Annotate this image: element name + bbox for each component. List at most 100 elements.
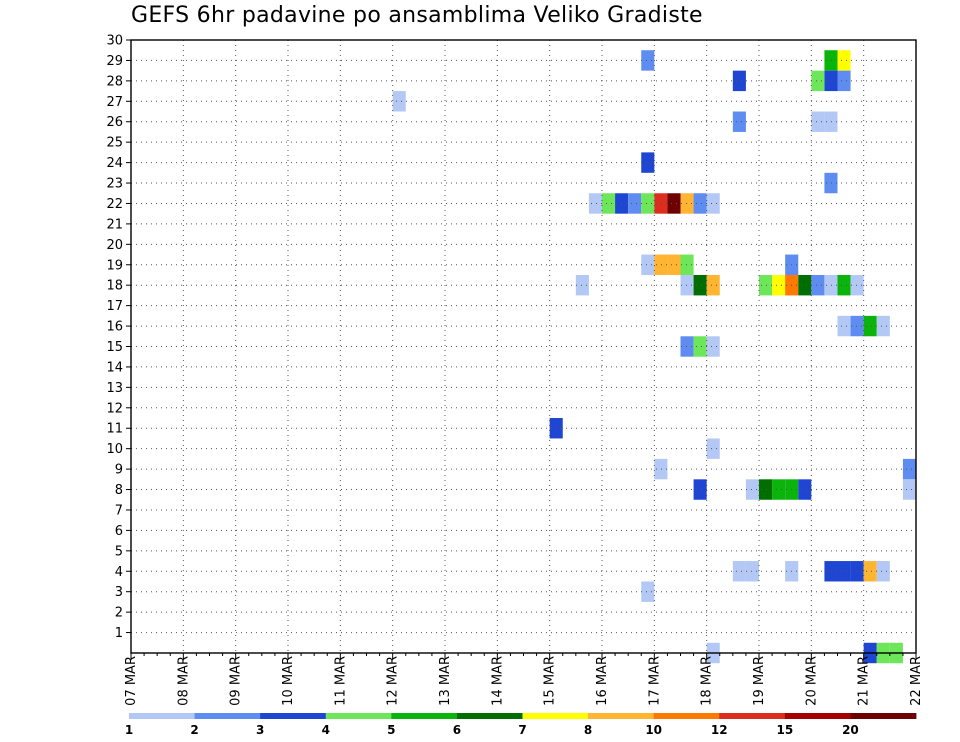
- heatmap-cell: [680, 336, 694, 357]
- heatmap-cell: [811, 274, 825, 296]
- y-tick-label: 9: [115, 463, 123, 478]
- legend-label: 6: [453, 723, 461, 737]
- legend-label: 2: [190, 723, 198, 737]
- heatmap-cell: [837, 315, 851, 337]
- heatmap-cell: [732, 561, 746, 582]
- y-tick-label: 26: [106, 115, 123, 130]
- heatmap-cell: [850, 561, 864, 582]
- heatmap-cell: [602, 193, 616, 214]
- heatmap-cell: [798, 479, 812, 500]
- legend-swatch: [653, 713, 720, 719]
- legend-label: 5: [387, 723, 395, 737]
- y-tick-label: 6: [115, 524, 123, 539]
- heatmap-cell: [811, 70, 825, 92]
- legend-label: 7: [518, 723, 526, 737]
- heatmap-cell: [732, 111, 746, 132]
- heatmap-cell: [837, 561, 851, 582]
- heatmap-cell: [745, 561, 759, 582]
- y-tick-label: 27: [106, 95, 123, 110]
- heatmap-cell: [575, 274, 589, 296]
- y-tick-label: 15: [106, 340, 123, 355]
- x-tick-label: 22 MAR: [909, 656, 924, 706]
- legend-swatch: [784, 713, 851, 719]
- heatmap-cell: [693, 479, 707, 500]
- heatmap-cell: [654, 193, 668, 214]
- heatmap-cell: [824, 274, 838, 296]
- heatmap-cell: [824, 70, 838, 92]
- legend-label: 3: [256, 723, 264, 737]
- y-tick-label: 14: [106, 360, 123, 375]
- heatmap-cell: [588, 193, 602, 214]
- legend-label: 15: [776, 723, 793, 737]
- heatmap-cell: [837, 70, 851, 92]
- heatmap-cell: [759, 479, 773, 500]
- legend-label: 8: [584, 723, 592, 737]
- heatmap-cell: [693, 193, 707, 214]
- heatmap-cell: [680, 254, 694, 275]
- heatmap-cell: [654, 254, 668, 275]
- heatmap-cell: [824, 50, 838, 71]
- y-tick-label: 28: [106, 74, 123, 89]
- x-tick-label: 16 MAR: [595, 656, 610, 706]
- y-tick-label: 29: [106, 54, 123, 69]
- y-tick-label: 2: [115, 606, 123, 621]
- y-tick-label: 11: [106, 422, 123, 437]
- heatmap-cell: [798, 274, 812, 296]
- legend-label: 10: [645, 723, 662, 737]
- heatmap-cell: [876, 561, 890, 582]
- x-tick-label: 07 MAR: [124, 656, 139, 706]
- heatmap-cell: [759, 274, 773, 296]
- y-tick-label: 5: [115, 544, 123, 559]
- y-tick-label: 25: [106, 136, 123, 151]
- heatmap-cell: [837, 50, 851, 71]
- x-tick-label: 17 MAR: [647, 656, 662, 706]
- y-tick-label: 13: [106, 381, 123, 396]
- legend-swatch: [588, 713, 655, 719]
- heatmap-cell: [706, 438, 720, 459]
- heatmap-cell: [628, 193, 642, 214]
- heatmap-cell: [693, 336, 707, 357]
- legend-swatch: [129, 713, 195, 719]
- y-tick-label: 8: [115, 483, 123, 498]
- heatmap-cell: [392, 91, 406, 112]
- y-tick-label: 7: [115, 503, 123, 518]
- heatmap-cell: [850, 315, 864, 337]
- heatmap-cell: [902, 479, 916, 500]
- legend-swatch: [391, 713, 458, 719]
- y-tick-label: 17: [106, 299, 123, 314]
- heatmap-cell: [667, 193, 681, 214]
- heatmap-cell: [811, 111, 825, 132]
- heatmap-cell: [863, 561, 877, 582]
- legend-swatch: [194, 713, 261, 719]
- y-tick-label: 12: [106, 401, 123, 416]
- heatmap-cell: [680, 274, 694, 296]
- legend-label: 4: [322, 723, 330, 737]
- chart-title: GEFS 6hr padavine po ansamblima Veliko G…: [131, 3, 703, 28]
- legend-label: 20: [842, 723, 859, 737]
- heatmap-cell: [667, 254, 681, 275]
- heatmap-cell: [863, 315, 877, 337]
- y-tick-label: 23: [106, 177, 123, 192]
- color-legend: 1 2 3 4 5 6 7 8 10 12 15 20: [125, 713, 917, 737]
- heatmap-cell: [693, 274, 707, 296]
- heatmap-cell: [706, 336, 720, 357]
- heatmap-cell: [772, 274, 786, 296]
- heatmap-cell: [772, 479, 786, 500]
- heatmap-cell: [824, 111, 838, 132]
- heatmap-cell: [824, 561, 838, 582]
- y-tick-label: 21: [106, 217, 123, 232]
- heatmap-cell: [706, 274, 720, 296]
- legend-label: 12: [711, 723, 728, 737]
- heatmap-cell: [641, 254, 655, 275]
- x-tick-label: 10 MAR: [281, 656, 296, 706]
- y-tick-label: 30: [106, 34, 123, 49]
- y-tick-label: 24: [106, 156, 123, 171]
- heatmap-cell: [850, 274, 864, 296]
- y-tick-label: 10: [106, 442, 123, 457]
- legend-label: 1: [125, 723, 133, 737]
- y-tick-label: 3: [115, 585, 123, 600]
- x-tick-label: 19 MAR: [752, 656, 767, 706]
- legend-swatch: [325, 713, 392, 719]
- heatmap-cell: [706, 193, 720, 214]
